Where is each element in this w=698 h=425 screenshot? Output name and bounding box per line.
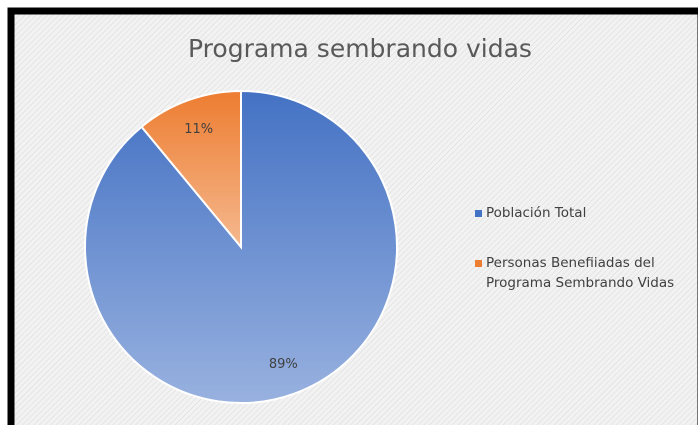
- data-label: 11%: [184, 122, 213, 137]
- data-label: 89%: [269, 357, 298, 372]
- legend-label: Personas Benefiiadas del Programa Sembra…: [486, 255, 675, 291]
- pie-slice: [140, 89, 242, 250]
- legend-swatch: [475, 210, 482, 217]
- legend-swatch: [475, 260, 482, 267]
- chart-title: Programa sembrando vidas: [188, 34, 532, 63]
- legend-label: Población Total: [486, 205, 587, 221]
